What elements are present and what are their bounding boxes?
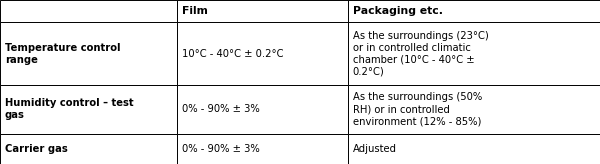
Text: Film: Film [182, 6, 208, 16]
Bar [348, 0, 600, 22]
Text: Temperature control
range: Temperature control range [5, 43, 120, 65]
Text: Humidity control – test
gas: Humidity control – test gas [5, 98, 133, 121]
Text: 0% - 90% ± 3%: 0% - 90% ± 3% [182, 144, 260, 154]
Bar [0, 85, 177, 134]
Bar [177, 134, 348, 164]
Bar [348, 85, 600, 134]
Text: 10°C - 40°C ± 0.2°C: 10°C - 40°C ± 0.2°C [182, 49, 283, 59]
Bar [348, 22, 600, 85]
Bar [0, 22, 177, 85]
Text: Adjusted: Adjusted [353, 144, 397, 154]
Text: 0% - 90% ± 3%: 0% - 90% ± 3% [182, 104, 260, 114]
Text: Carrier gas: Carrier gas [5, 144, 68, 154]
Bar [348, 134, 600, 164]
Text: As the surroundings (50%
RH) or in controlled
environment (12% - 85%): As the surroundings (50% RH) or in contr… [353, 92, 482, 126]
Bar [177, 22, 348, 85]
Bar [0, 0, 177, 22]
Bar [177, 85, 348, 134]
Bar [0, 134, 177, 164]
Text: As the surroundings (23°C)
or in controlled climatic
chamber (10°C - 40°C ±
0.2°: As the surroundings (23°C) or in control… [353, 31, 488, 77]
Text: Packaging etc.: Packaging etc. [353, 6, 443, 16]
Bar [177, 0, 348, 22]
